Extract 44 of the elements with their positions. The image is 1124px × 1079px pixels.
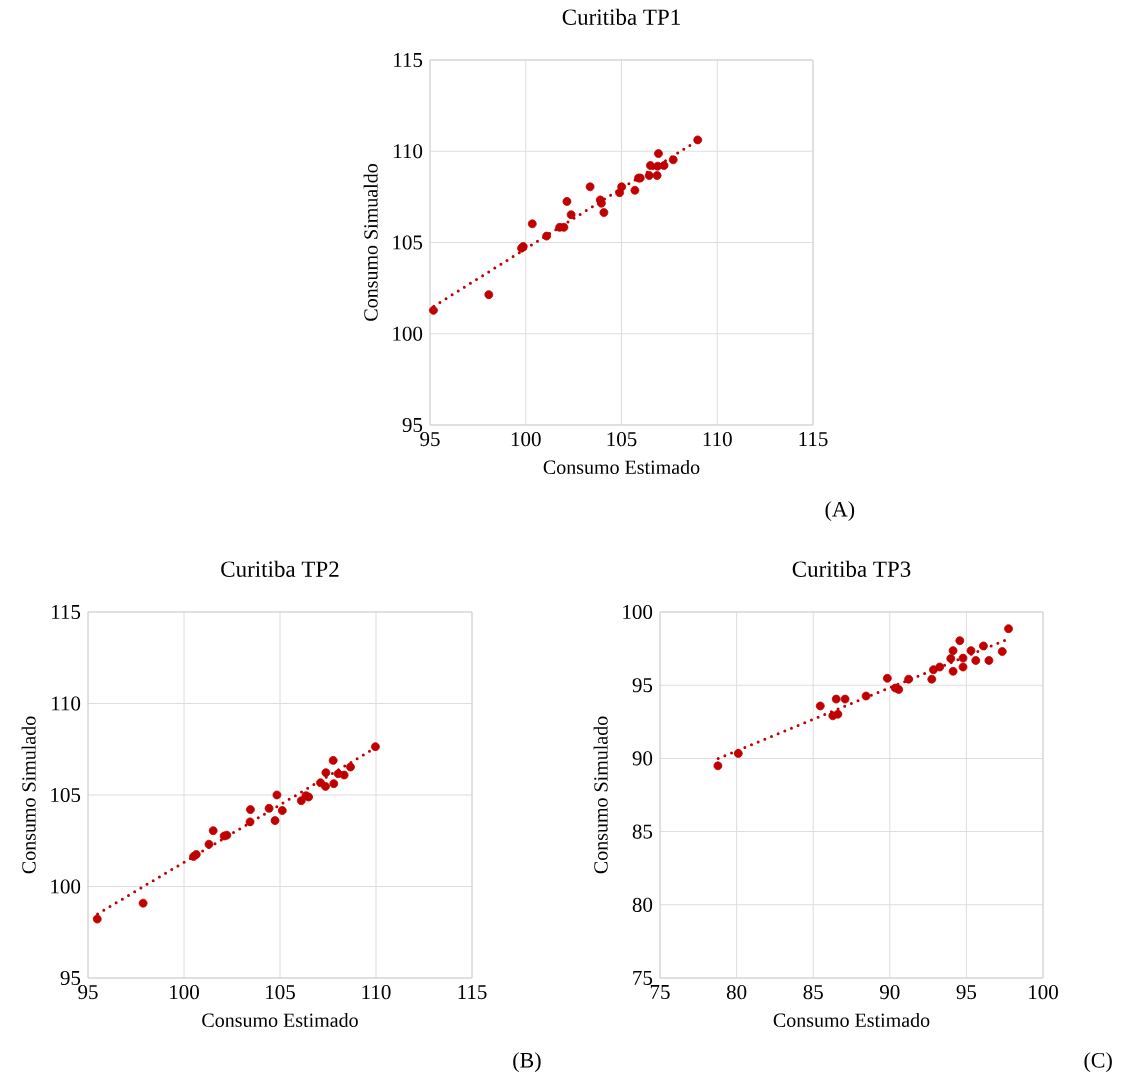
x-tick-label: 100 [170,985,199,1000]
y-axis-title: Consumo Simulado [593,716,608,874]
y-tick-label: 80 [632,897,653,912]
y-axis-title: Consumo Simualdo [363,164,378,321]
chart-title: Curitiba TP2 [221,560,339,578]
y-tick-label: 115 [394,53,423,68]
x-tick-label: 95 [956,985,977,1000]
text: (B) [513,1052,541,1073]
x-tick-label: 95 [78,985,98,1000]
y-tick-label: 95 [632,678,653,693]
x-tick-label: 75 [650,985,670,1000]
text: (C) [1084,1052,1112,1073]
x-axis-title: Consumo Estimado [773,1013,930,1028]
x-tick-label: 110 [703,432,732,447]
chart-title: Curitiba TP3 [792,560,911,578]
x-tick-label: 100 [511,432,541,447]
x-tick-label: 95 [420,432,440,447]
y-tick-label: 100 [393,326,423,341]
x-tick-label: 110 [362,985,391,1000]
y-tick-label: 105 [51,788,81,803]
y-tick-label: 110 [394,144,423,159]
y-tick-label: 90 [632,751,653,766]
x-tick-label: 115 [799,432,828,447]
y-tick-label: 115 [52,605,81,620]
y-tick-label: 95 [402,418,423,433]
y-tick-label: 100 [51,879,81,894]
x-axis-title: Consumo Estimado [202,1013,358,1028]
x-tick-label: 115 [458,985,487,1000]
y-tick-label: 95 [60,971,81,986]
y-tick-label: 100 [623,605,653,620]
y-tick-label: 110 [52,696,81,711]
y-tick-label: 85 [632,824,653,839]
text: (A) [825,501,855,522]
chart-title: Curitiba TP1 [562,8,680,26]
x-tick-label: 105 [607,432,637,447]
y-tick-label: 105 [393,235,423,250]
x-tick-label: 80 [726,985,747,1000]
x-tick-label: 85 [803,985,823,1000]
x-tick-label: 105 [266,985,295,1000]
x-tick-label: 100 [1029,985,1058,1000]
y-tick-label: 75 [633,971,653,986]
x-tick-label: 90 [879,985,900,1000]
x-axis-title: Consumo Estimado [543,460,700,475]
y-axis-title: Consumo Simulado [21,716,36,874]
